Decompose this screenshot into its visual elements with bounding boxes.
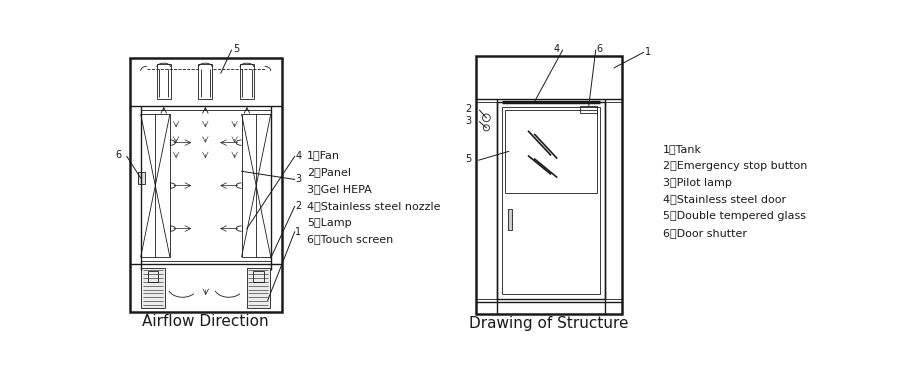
Bar <box>501 107 601 294</box>
Text: 6、Door shutter: 6、Door shutter <box>662 228 747 238</box>
Text: 4: 4 <box>553 44 560 54</box>
Bar <box>147 271 158 282</box>
Text: Airflow Direction: Airflow Direction <box>143 314 269 329</box>
Text: 6: 6 <box>116 150 121 160</box>
Text: 2: 2 <box>296 201 302 212</box>
Bar <box>247 268 270 308</box>
Bar <box>508 209 511 230</box>
Bar <box>130 58 281 312</box>
Text: 2: 2 <box>466 104 471 114</box>
Text: 3: 3 <box>466 116 471 126</box>
Bar <box>497 102 605 299</box>
Bar <box>198 64 212 99</box>
Text: 2、Emergency stop button: 2、Emergency stop button <box>662 161 807 171</box>
Text: 3、Pilot lamp: 3、Pilot lamp <box>662 178 732 187</box>
Text: 5、Double tempered glass: 5、Double tempered glass <box>662 212 805 221</box>
Bar <box>476 56 622 314</box>
Text: 5: 5 <box>233 44 239 54</box>
Text: Drawing of Structure: Drawing of Structure <box>469 316 629 331</box>
Bar <box>253 271 264 282</box>
Text: 2、Panel: 2、Panel <box>307 167 351 177</box>
Text: 4、Stainless steel nozzle: 4、Stainless steel nozzle <box>307 201 440 210</box>
Text: 1: 1 <box>645 46 652 57</box>
Text: 5、Lamp: 5、Lamp <box>307 217 351 228</box>
Text: 1: 1 <box>296 227 301 237</box>
Text: 1、Fan: 1、Fan <box>307 150 340 160</box>
Text: 3: 3 <box>296 175 301 184</box>
Bar <box>138 172 145 184</box>
Text: 3、Gel HEPA: 3、Gel HEPA <box>307 184 372 194</box>
Bar <box>141 268 165 308</box>
Text: 5: 5 <box>466 154 471 164</box>
Bar <box>141 114 170 257</box>
Text: 6: 6 <box>597 44 602 54</box>
Bar <box>157 64 171 99</box>
Bar <box>241 114 271 257</box>
Text: 4、Stainless steel door: 4、Stainless steel door <box>662 194 786 205</box>
Bar <box>240 64 254 99</box>
Bar <box>505 110 597 193</box>
Text: 4: 4 <box>296 151 301 161</box>
Bar <box>581 105 597 113</box>
Text: 1、Tank: 1、Tank <box>662 143 702 154</box>
Text: 6、Touch screen: 6、Touch screen <box>307 235 393 244</box>
